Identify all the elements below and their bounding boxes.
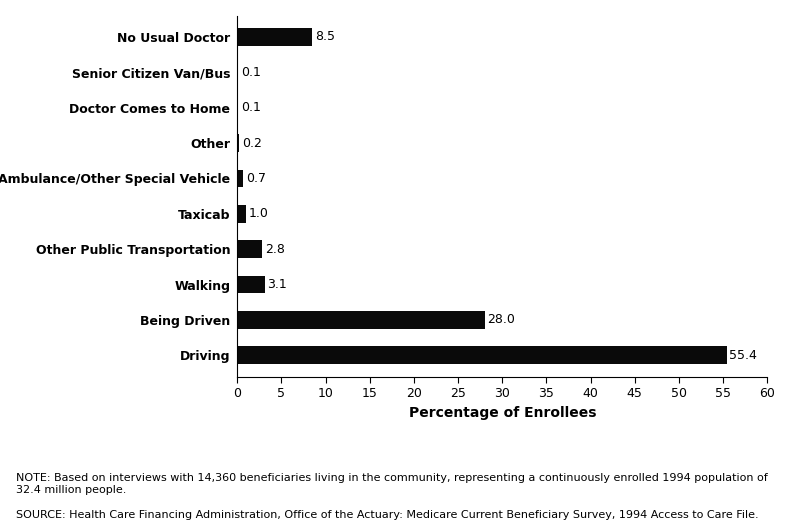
Text: 1.0: 1.0 <box>249 207 269 220</box>
Bar <box>237 169 244 187</box>
Text: 28.0: 28.0 <box>487 313 515 326</box>
Text: SOURCE: Health Care Financing Administration, Office of the Actuary: Medicare Cu: SOURCE: Health Care Financing Administra… <box>16 510 759 520</box>
Text: 3.1: 3.1 <box>267 278 287 291</box>
Bar <box>237 28 312 46</box>
Bar <box>237 276 265 293</box>
Text: 0.1: 0.1 <box>240 101 261 114</box>
Text: 8.5: 8.5 <box>315 30 335 43</box>
Bar <box>237 346 727 364</box>
X-axis label: Percentage of Enrollees: Percentage of Enrollees <box>408 405 596 419</box>
Bar <box>237 205 246 223</box>
Text: 0.1: 0.1 <box>240 66 261 79</box>
Bar <box>237 311 485 329</box>
Text: NOTE: Based on interviews with 14,360 beneficiaries living in the community, rep: NOTE: Based on interviews with 14,360 be… <box>16 473 767 495</box>
Text: 2.8: 2.8 <box>265 243 285 256</box>
Text: 0.2: 0.2 <box>242 137 262 150</box>
Bar <box>237 63 238 81</box>
Bar <box>237 134 239 152</box>
Bar <box>237 241 262 258</box>
Bar <box>237 99 238 117</box>
Text: 55.4: 55.4 <box>729 349 757 362</box>
Text: 0.7: 0.7 <box>246 172 266 185</box>
